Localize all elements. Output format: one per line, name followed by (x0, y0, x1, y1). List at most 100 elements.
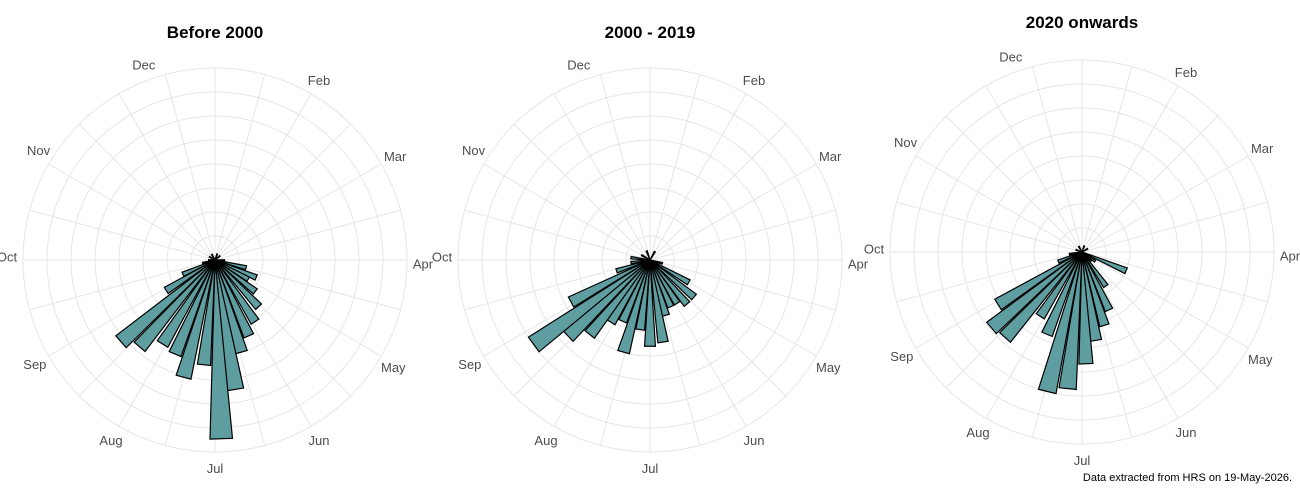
polar-bar (210, 253, 216, 261)
polar-bar (993, 251, 1083, 311)
grid-spoke (599, 74, 651, 261)
polar-bar (156, 259, 216, 349)
polar-bar (1081, 245, 1086, 253)
panel-title: Before 2000 (167, 23, 263, 42)
polar-bar (640, 253, 651, 261)
grid-spoke (649, 259, 787, 397)
panel-title: 2020 onwards (1026, 13, 1138, 32)
month-label-jun: Jun (1176, 425, 1197, 440)
grid-spoke (214, 123, 352, 261)
polar-bar (1077, 245, 1083, 253)
polar-bar (133, 259, 216, 353)
polar-bar (998, 251, 1083, 344)
polar-bar (168, 259, 216, 358)
month-label-sep: Sep (23, 357, 46, 372)
polar-panel-2: 2000 - 2019 Dec Feb Mar Apr May Jun Jul Aug Sep Oc… (432, 23, 869, 476)
panel-title: 2000 - 2019 (605, 23, 696, 42)
month-label-feb: Feb (743, 73, 765, 88)
polar-bar (214, 259, 259, 295)
polar-bar (645, 250, 651, 261)
grid-spoke (945, 115, 1083, 253)
month-label-nov: Nov (462, 143, 486, 158)
grid-spoke (649, 209, 836, 261)
polar-bar (208, 258, 216, 262)
grid-spoke (214, 93, 312, 261)
month-label-oct: Oct (432, 249, 453, 264)
grid-spoke (553, 93, 651, 261)
grid-spoke (513, 123, 651, 261)
month-label-aug: Aug (966, 425, 989, 440)
grid-spoke (896, 251, 1083, 303)
grid-spoke (649, 93, 747, 261)
month-label-feb: Feb (308, 73, 330, 88)
grid-spoke (214, 163, 382, 261)
grid-spoke (1081, 115, 1219, 253)
grid-spoke (214, 74, 266, 261)
polar-bar (1035, 251, 1083, 320)
month-label-mar: Mar (819, 149, 842, 164)
month-label-oct: Oct (864, 241, 885, 256)
polar-bar (114, 259, 216, 349)
grid-spoke (1081, 251, 1219, 389)
month-label-sep: Sep (890, 349, 913, 364)
grid-spoke (649, 163, 817, 261)
polar-bar (1037, 251, 1083, 395)
grid-spoke (1081, 251, 1179, 419)
grid-spoke (1081, 66, 1133, 253)
polar-bar (214, 259, 260, 325)
polar-bar (181, 259, 216, 278)
month-label-jun: Jun (744, 433, 765, 448)
polar-bar (1075, 248, 1083, 253)
polar-bar (1041, 251, 1083, 338)
grid-spoke (985, 85, 1083, 253)
month-label-apr: Apr (1280, 249, 1300, 264)
month-label-nov: Nov (894, 135, 918, 150)
grid-spoke (29, 209, 216, 261)
polar-bar (584, 259, 651, 340)
grid-spoke (214, 209, 401, 261)
grid-spoke (649, 259, 836, 311)
month-label-may: May (1248, 352, 1273, 367)
month-label-jul: Jul (1074, 453, 1091, 468)
polar-bar (649, 259, 691, 286)
month-label-nov: Nov (27, 143, 51, 158)
polar-bar (617, 259, 651, 355)
polar-bar (643, 259, 657, 347)
month-label-sep: Sep (458, 357, 481, 372)
polar-panel-1: Before 2000 Dec Feb Mar Apr May Jun Jul Aug Sep Oc… (0, 23, 434, 476)
month-label-may: May (816, 360, 841, 375)
polar-bar (209, 259, 234, 440)
month-label-jun: Jun (309, 433, 330, 448)
grid-spoke (118, 93, 216, 261)
grid-spoke (48, 163, 216, 261)
polar-bar (201, 259, 216, 265)
polar-bar (630, 259, 651, 265)
grid-spoke (483, 163, 651, 261)
polar-bar (1081, 251, 1109, 289)
month-label-jul: Jul (207, 461, 224, 476)
month-label-dec: Dec (567, 58, 591, 73)
polar-bar (649, 259, 669, 344)
grid-spoke (464, 209, 651, 261)
grid-spoke (1081, 155, 1249, 253)
polar-bar (1056, 251, 1083, 264)
polar-bar (615, 259, 651, 274)
polar-bar (1068, 251, 1083, 256)
month-label-oct: Oct (0, 249, 18, 264)
polar-bar (1078, 251, 1094, 365)
data-source-caption: Data extracted from HRS on 19-May-2026. (1082, 472, 1292, 484)
polar-bar (649, 250, 657, 261)
polar-bar (214, 259, 263, 311)
polar-bar (649, 259, 698, 301)
grid-spoke (1081, 201, 1268, 253)
month-label-dec: Dec (999, 50, 1023, 65)
grid-spoke (1081, 85, 1179, 253)
polar-bar (214, 254, 222, 261)
polar-bar (1081, 247, 1089, 253)
month-label-apr: Apr (848, 257, 869, 272)
grid-spoke (1031, 66, 1083, 253)
polar-panel-3: 2020 onwards Dec Feb Mar Apr May Jun Jul Aug Sep O… (864, 13, 1300, 468)
grid-spoke (896, 201, 1083, 253)
grid-spoke (915, 155, 1083, 253)
